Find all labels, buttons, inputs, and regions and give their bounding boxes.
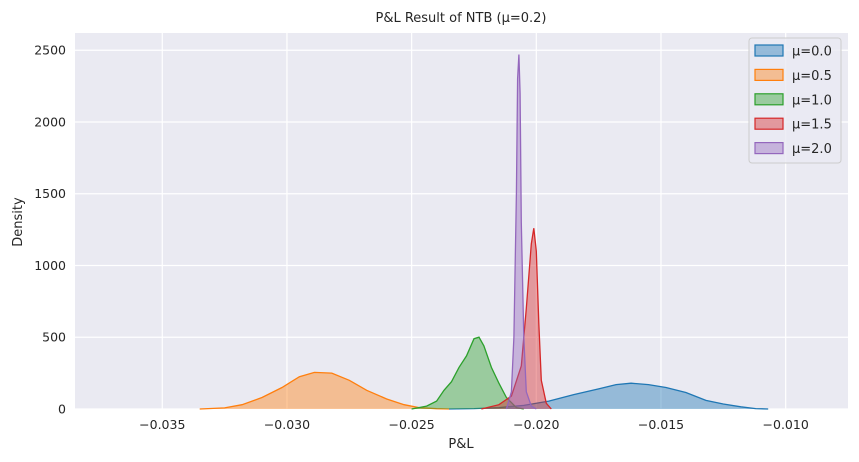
legend-swatch: [754, 117, 784, 130]
legend-label: μ=1.5: [792, 118, 832, 133]
plot-background: [75, 33, 848, 409]
x-tick-label: −0.030: [264, 417, 310, 432]
density-area-series-2: [199, 372, 449, 409]
y-tick-label: 2500: [34, 43, 66, 58]
x-tick-label: −0.025: [388, 417, 434, 432]
y-tick-label: 2000: [34, 114, 66, 129]
density-line-series-2: [199, 371, 450, 410]
legend-swatch: [754, 44, 784, 57]
x-tick-label: −0.010: [763, 417, 809, 432]
legend-label: μ=1.0: [792, 93, 832, 108]
legend-swatch: [754, 142, 784, 155]
chart-title: P&L Result of NTB (μ=0.2): [375, 11, 546, 26]
plot-area: −0.035 −0.030 −0.025 −0.020 −0.015 −0.010 0 500…: [34, 33, 848, 432]
x-axis-label: P&L: [448, 437, 474, 452]
density-line-series-5: [505, 54, 537, 410]
density-area-series-4: [481, 228, 552, 409]
y-tick-label: 0: [58, 402, 66, 417]
legend: μ=0.0 μ=0.5 μ=1.0 μ=1.5 μ=2.0: [748, 37, 842, 164]
x-tick-label: −0.035: [139, 417, 185, 432]
legend-label: μ=0.0: [792, 45, 832, 60]
x-tick-label: −0.015: [638, 417, 684, 432]
y-tick-label: 500: [42, 330, 66, 345]
legend-swatch: [754, 93, 784, 106]
y-tick-label: 1500: [34, 186, 66, 201]
legend-label: μ=2.0: [792, 142, 832, 157]
y-tick-label: 1000: [34, 258, 66, 273]
y-axis-label: Density: [11, 197, 26, 247]
density-line-series-3: [411, 336, 524, 410]
legend-label: μ=0.5: [792, 69, 832, 84]
legend-swatch: [754, 68, 784, 82]
x-tick-label: −0.020: [513, 417, 559, 432]
density-area-series-3: [411, 337, 524, 409]
density-area-series-1: [449, 383, 769, 409]
